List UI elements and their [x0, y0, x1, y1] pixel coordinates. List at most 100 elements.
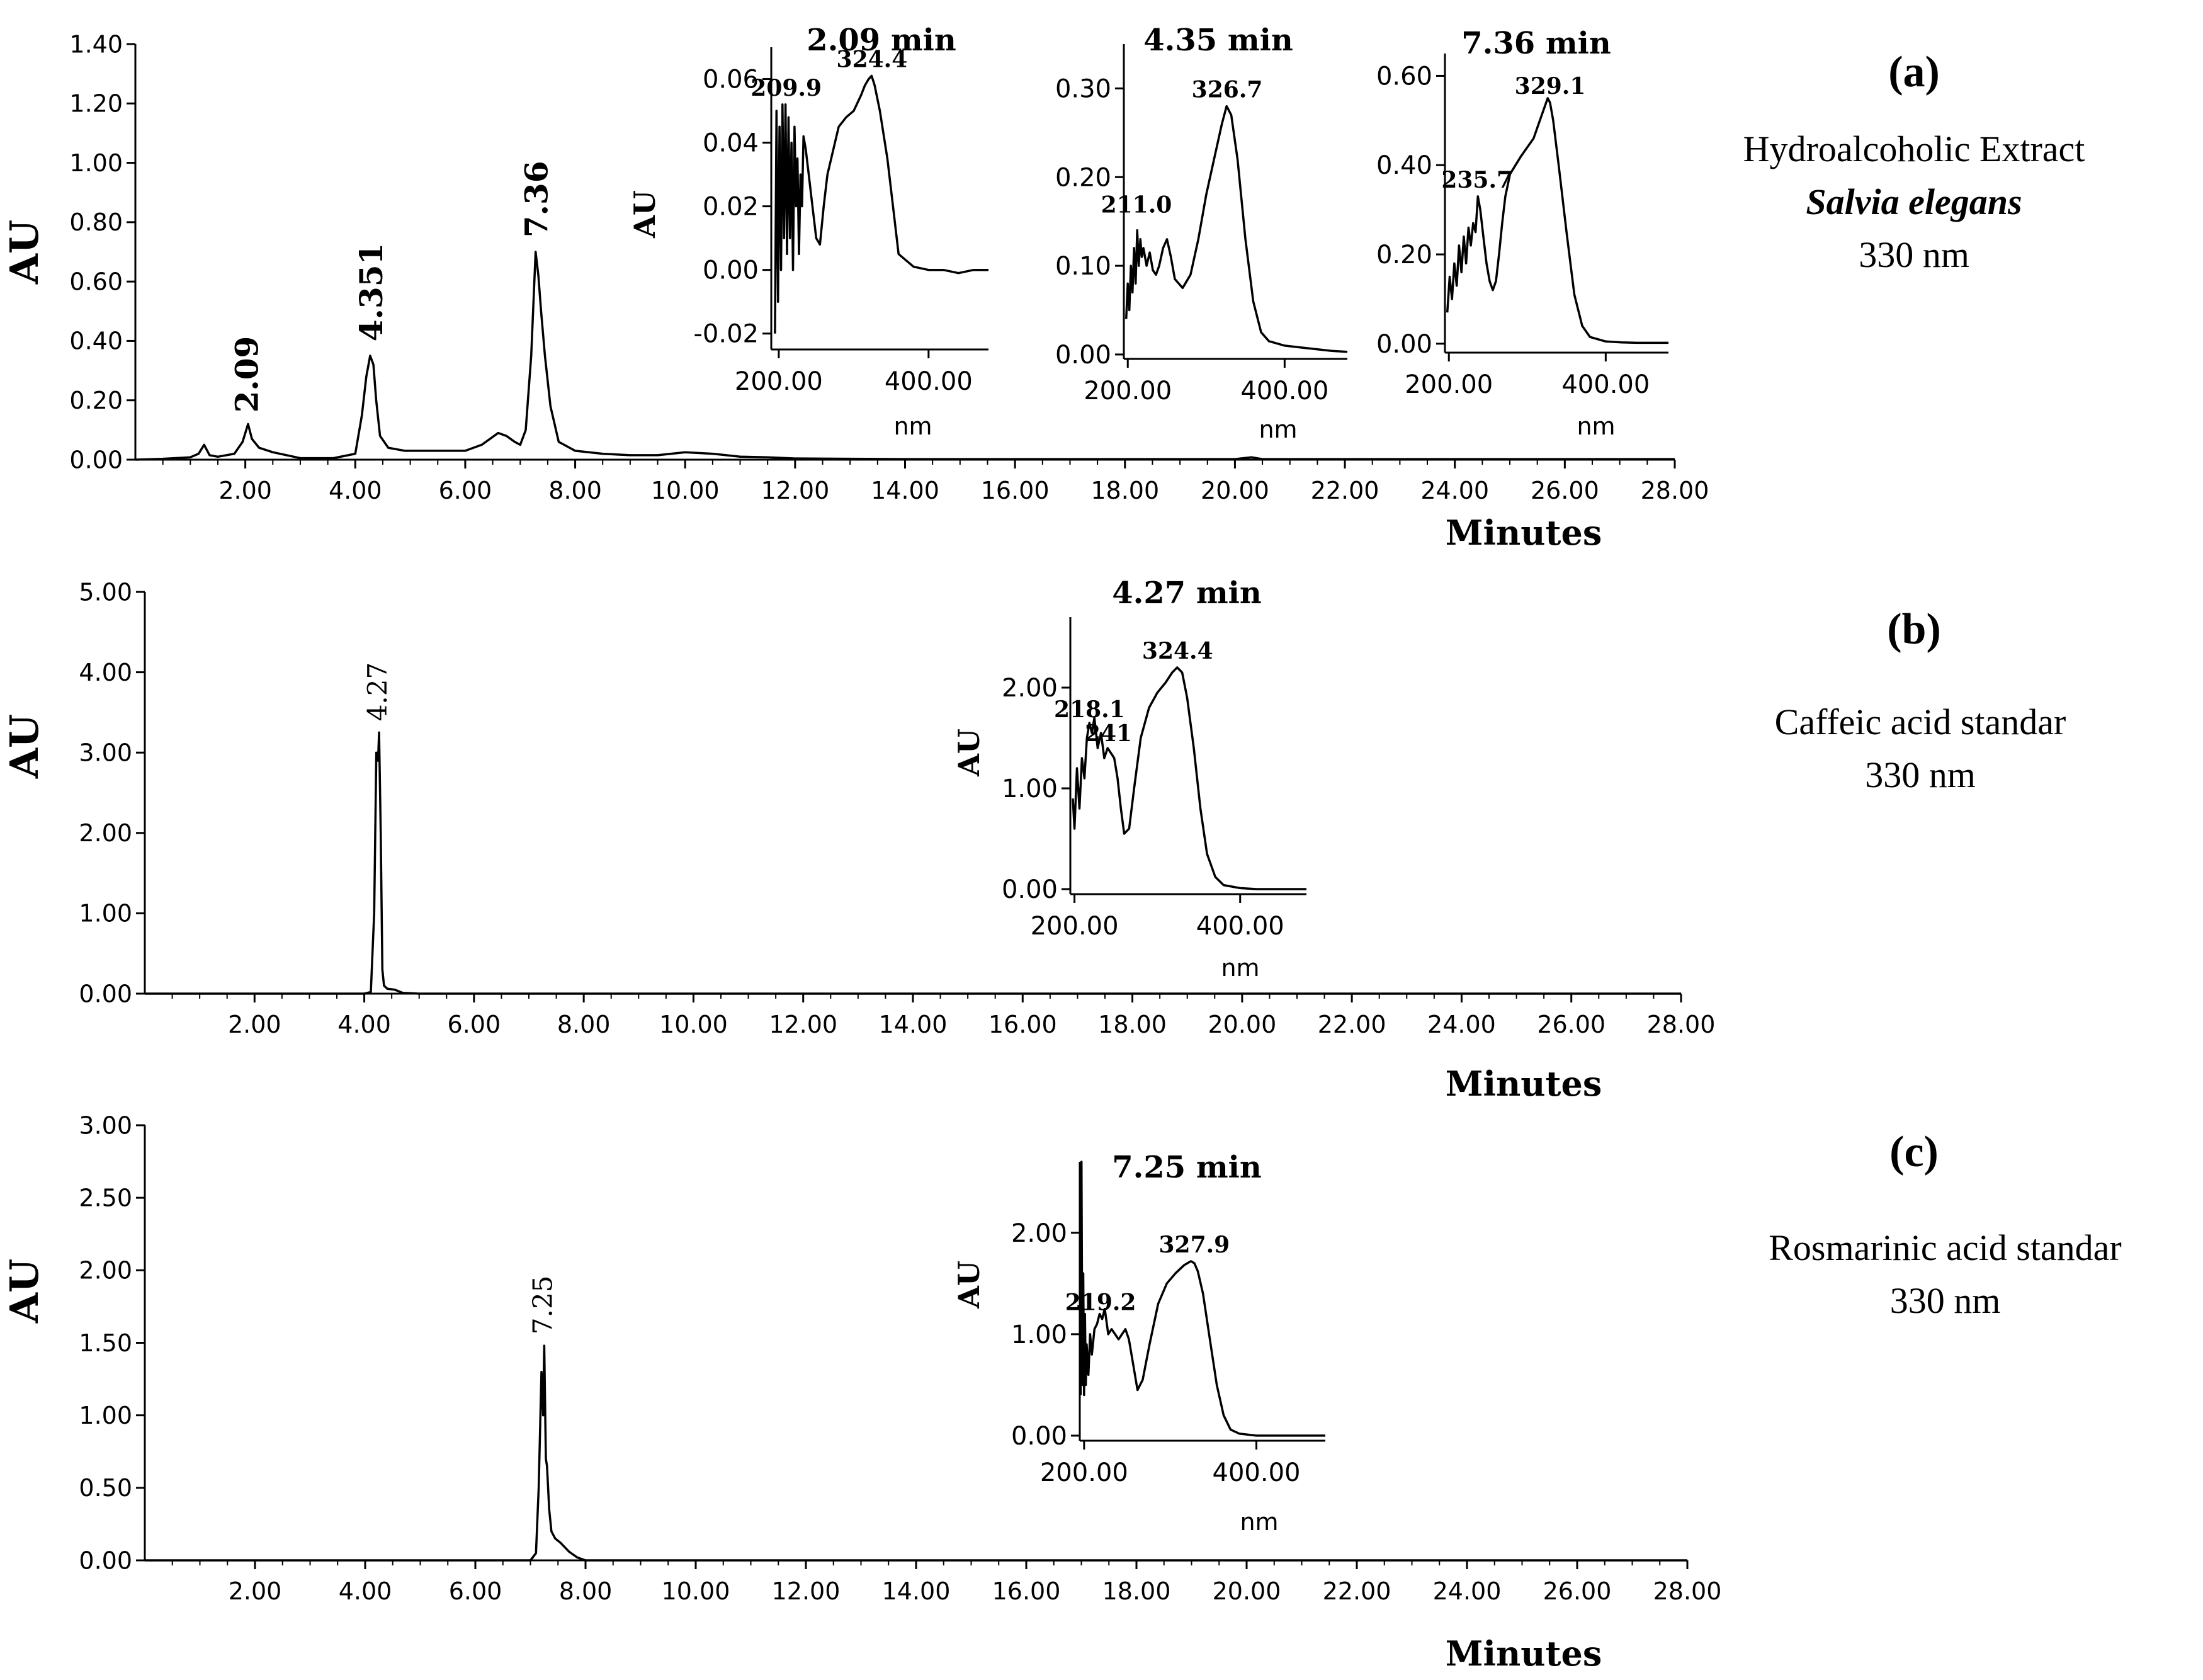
c-y-tick-label: 0.50	[79, 1474, 132, 1502]
a-inset-3-x-tick-label: 200.00	[1405, 370, 1493, 399]
a-x-tick-label: 10.00	[651, 477, 720, 504]
c-inset-y-tick-label: 2.00	[1011, 1219, 1067, 1248]
c-y-tick-label: 1.50	[79, 1329, 132, 1357]
c-x-tick-label: 8.00	[559, 1577, 613, 1605]
c-inset-y-tick-label: 1.00	[1011, 1320, 1067, 1349]
b-inset-x-axis-label: nm	[1221, 954, 1259, 982]
b-peak-label: 4.27	[362, 662, 393, 722]
b-y-tick-label: 1.00	[79, 900, 132, 928]
b-x-tick-label: 12.00	[769, 1011, 837, 1038]
a-y-tick-label: 0.00	[69, 446, 123, 474]
a-inset-1-y-axis-label: AU	[628, 190, 662, 239]
c-x-tick-label: 12.00	[772, 1577, 841, 1605]
c-x-tick-label: 28.00	[1653, 1577, 1722, 1605]
a-inset-3-y-tick-label: 0.60	[1376, 62, 1432, 91]
a-inset-2-x-tick-label: 200.00	[1084, 377, 1172, 406]
a-x-tick-label: 16.00	[981, 477, 1050, 504]
a-x-tick-label: 18.00	[1090, 477, 1159, 504]
c-x-tick-label: 20.00	[1213, 1577, 1281, 1605]
panel-a-desc-line2: Salvia elegans	[1806, 181, 2022, 223]
c-inset-x-tick-label: 400.00	[1213, 1458, 1301, 1487]
c-y-tick-label: 2.50	[79, 1184, 132, 1212]
panel-a-letter: (a)	[1888, 48, 1940, 96]
panel-c-desc-line2: 330 nm	[1889, 1280, 2001, 1322]
a-inset-3-annotation: 329.1	[1515, 73, 1586, 99]
a-inset-2-annotation: 326.7	[1192, 77, 1263, 103]
b-x-tick-label: 18.00	[1098, 1011, 1167, 1038]
a-x-tick-label: 26.00	[1531, 477, 1599, 504]
a-inset-2-y-tick-label: 0.30	[1055, 74, 1111, 103]
a-inset-2-title: 4.35 min	[1143, 23, 1293, 58]
a-inset-1-y-tick-label: -0.02	[694, 320, 759, 349]
a-inset-3-x-axis-label: nm	[1577, 412, 1615, 440]
c-inset-title: 7.25 min	[1112, 1150, 1262, 1185]
b-y-tick-label: 2.00	[79, 819, 132, 847]
a-peak-label: 7.36	[518, 161, 555, 238]
b-y-tick-label: 0.00	[79, 980, 132, 1007]
a-inset-1-title: 2.09 min	[807, 23, 956, 58]
a-inset-1-series-line-0	[774, 74, 988, 334]
b-x-tick-label: 20.00	[1208, 1011, 1276, 1038]
b-x-tick-label: 4.00	[337, 1011, 391, 1038]
a-y-tick-label: 0.40	[69, 327, 123, 355]
a-inset-1-x-tick-label: 400.00	[885, 367, 973, 396]
c-y-axis-label: AU	[1, 1259, 47, 1324]
b-x-tick-label: 10.00	[659, 1011, 728, 1038]
a-x-tick-label: 28.00	[1641, 477, 1709, 504]
a-x-tick-label: 4.00	[329, 477, 382, 504]
b-x-tick-label: 6.00	[448, 1011, 501, 1038]
b-y-tick-label: 4.00	[79, 659, 132, 686]
a-inset-3-y-tick-label: 0.00	[1376, 330, 1432, 359]
a-inset-1-y-tick-label: 0.04	[703, 129, 759, 158]
panel-c-description: Rosmarinic acid standar 330 nm	[1687, 1222, 2203, 1327]
c-x-tick-label: 4.00	[339, 1577, 392, 1605]
a-x-tick-label: 6.00	[439, 477, 492, 504]
panel-b-letter: (b)	[1887, 605, 1941, 654]
b-inset-y-tick-label: 1.00	[1002, 775, 1058, 803]
a-inset-1-y-tick-label: 0.06	[703, 65, 759, 94]
a-peak-label: 4.351	[353, 243, 390, 342]
a-x-tick-label: 8.00	[548, 477, 602, 504]
c-x-tick-label: 26.00	[1543, 1577, 1612, 1605]
b-x-tick-label: 2.00	[228, 1011, 281, 1038]
c-inset-x-tick-label: 200.00	[1040, 1458, 1128, 1487]
a-inset-2-series-line-0	[1124, 105, 1348, 353]
c-x-tick-label: 6.00	[449, 1577, 502, 1605]
a-inset-1-x-axis-label: nm	[893, 412, 932, 440]
a-x-tick-label: 12.00	[761, 477, 829, 504]
b-inset-series-line-0	[1072, 666, 1306, 890]
b-x-tick-label: 26.00	[1537, 1011, 1606, 1038]
a-inset-1-x-tick-label: 200.00	[735, 367, 823, 396]
a-inset-2-x-axis-label: nm	[1259, 416, 1297, 443]
b-inset-annotation: 218.1	[1054, 696, 1125, 723]
b-inset-y-axis-label: AU	[952, 729, 986, 777]
b-y-tick-label: 3.00	[79, 739, 132, 767]
b-series-line-0	[145, 731, 1681, 995]
a-inset-1-y-tick-label: 0.00	[703, 256, 759, 285]
a-inset-3-y-tick-label: 0.20	[1376, 241, 1432, 270]
panel-a-desc-line1: Hydroalcoholic Extract	[1743, 128, 2085, 169]
a-y-tick-label: 1.40	[69, 30, 123, 58]
c-peak-label: 7.25	[527, 1276, 558, 1335]
c-x-tick-label: 24.00	[1433, 1577, 1502, 1605]
a-inset-1-y-tick-label: 0.02	[703, 193, 759, 222]
a-x-tick-label: 24.00	[1420, 477, 1489, 504]
b-inset-x-tick-label: 400.00	[1196, 912, 1284, 941]
a-series-line-0	[135, 251, 1675, 461]
b-x-tick-label: 24.00	[1427, 1011, 1496, 1038]
a-inset-3-series-line-0	[1446, 97, 1668, 344]
c-y-tick-label: 3.00	[79, 1111, 132, 1139]
panel-a-desc-line3: 330 nm	[1859, 234, 1969, 276]
b-inset-y-tick-label: 0.00	[1002, 875, 1058, 904]
c-y-tick-label: 0.00	[79, 1547, 132, 1574]
c-y-tick-label: 2.00	[79, 1257, 132, 1285]
a-y-tick-label: 1.00	[69, 149, 123, 177]
c-x-tick-label: 2.00	[229, 1577, 282, 1605]
b-inset-title: 4.27 min	[1112, 576, 1262, 611]
b-inset-annotation: 241	[1085, 720, 1132, 747]
a-x-tick-label: 20.00	[1201, 477, 1269, 504]
a-inset-1-annotation: 209.9	[750, 75, 822, 101]
a-inset-2-y-tick-label: 0.20	[1055, 163, 1111, 192]
panel-b-desc-line2: 330 nm	[1865, 754, 1976, 796]
a-y-tick-label: 0.80	[69, 208, 123, 236]
